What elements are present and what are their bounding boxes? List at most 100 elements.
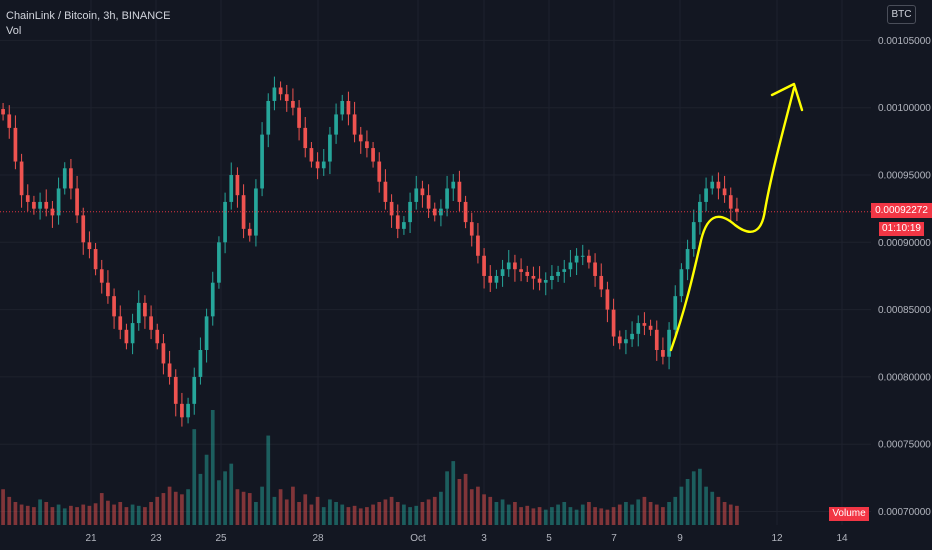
candle (457, 181, 462, 202)
volume-bar (25, 505, 30, 525)
candle (648, 325, 653, 330)
candle (451, 181, 456, 189)
volume-bar (685, 479, 690, 525)
candle (414, 188, 419, 202)
volume-bar (149, 502, 153, 525)
time-axis[interactable]: 21 23 25 28 Oct 3 5 7 9 12 14 (0, 525, 932, 550)
volume-bar (519, 507, 523, 525)
candle (704, 188, 708, 202)
candle (537, 278, 542, 283)
candle (389, 201, 394, 216)
volume-bar (180, 494, 184, 525)
candle (50, 208, 55, 216)
candle (500, 269, 505, 276)
candle (420, 188, 425, 196)
volume-bar (654, 504, 659, 525)
volume-bar (599, 508, 604, 525)
volume-bar (1, 489, 5, 525)
volume-bar (506, 504, 511, 525)
candle (340, 100, 345, 115)
candle (352, 114, 357, 135)
volume-bar (352, 505, 357, 525)
candle (124, 329, 129, 344)
volume-bar (291, 486, 295, 525)
candle (210, 282, 215, 317)
arrow-head (770, 82, 804, 112)
time-tick-label: 21 (85, 533, 97, 544)
volume-bar (93, 503, 98, 525)
volume-bar (698, 468, 702, 525)
candle (519, 269, 523, 272)
currency-button[interactable]: BTC (887, 5, 916, 24)
candle (223, 201, 227, 243)
candle (679, 269, 684, 297)
price-tick-label: 0.00080000 (878, 372, 931, 383)
candle (328, 134, 332, 162)
candle (297, 107, 301, 128)
candle (309, 148, 314, 162)
volume-bar (630, 504, 634, 525)
volume-bar (50, 507, 55, 525)
volume-bar (414, 505, 419, 525)
volume-bar (550, 507, 554, 525)
volume-bar (648, 502, 653, 525)
candle (229, 175, 234, 202)
volume-bar (735, 505, 739, 525)
volume-bar (309, 504, 314, 525)
candle (445, 188, 449, 209)
candle (69, 168, 73, 189)
candle (611, 309, 616, 337)
volume-bar (408, 507, 412, 525)
candle (531, 275, 536, 279)
volume-bar (543, 509, 548, 525)
candle (494, 275, 499, 283)
volume-bar (432, 496, 437, 525)
volume-bar (710, 491, 715, 525)
volume-bar (106, 500, 110, 525)
candle (56, 188, 61, 216)
volume-bar (278, 489, 283, 525)
volume-bar (118, 502, 123, 525)
volume-bar (328, 499, 332, 525)
candle (278, 87, 283, 95)
volume-bar (130, 504, 135, 525)
projection-drawing[interactable] (669, 86, 796, 352)
candle (562, 269, 567, 272)
volume-bar (260, 486, 264, 525)
candle (186, 403, 190, 418)
volume-bar (229, 463, 234, 525)
volume-bar (272, 496, 277, 525)
volume-bar (716, 496, 721, 525)
candle (235, 175, 240, 196)
volume-indicator-label[interactable]: Vol (6, 25, 22, 37)
volume-bar (223, 471, 227, 525)
candle (217, 242, 221, 283)
volume-bar (494, 502, 499, 525)
volume-bar (580, 504, 585, 525)
volume-bar (346, 507, 351, 525)
volume-bar (525, 505, 530, 525)
symbol-title[interactable]: ChainLink / Bitcoin, 3h, BINANCE (6, 10, 171, 22)
volume-bar (728, 504, 733, 525)
volume-bar (241, 491, 246, 525)
price-tick-label: 0.00095000 (878, 171, 931, 182)
candle (143, 302, 147, 317)
price-axis[interactable]: 0.00105000 0.00100000 0.00095000 0.00090000… (871, 0, 932, 550)
volume-bar (81, 504, 86, 525)
price-tick-label: 0.00090000 (878, 238, 931, 249)
volume-bar (13, 502, 18, 525)
volume-bar (217, 480, 221, 525)
candle (654, 329, 659, 350)
time-tick-label: 5 (546, 533, 552, 544)
candle (377, 161, 382, 182)
volume-bar (445, 471, 449, 525)
candle (556, 271, 560, 276)
volume-bar (377, 502, 382, 525)
candle (180, 403, 184, 418)
candle (44, 201, 49, 209)
time-tick-label: 25 (215, 533, 227, 544)
candle (667, 329, 671, 357)
volume-bar (673, 496, 678, 525)
